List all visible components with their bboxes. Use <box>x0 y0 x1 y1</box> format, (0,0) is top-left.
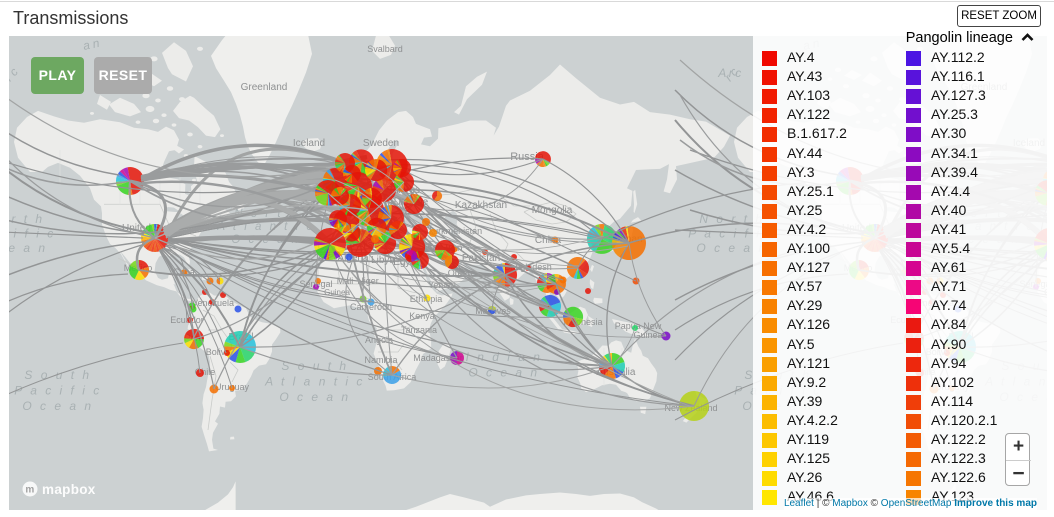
svg-text:m: m <box>25 485 34 496</box>
